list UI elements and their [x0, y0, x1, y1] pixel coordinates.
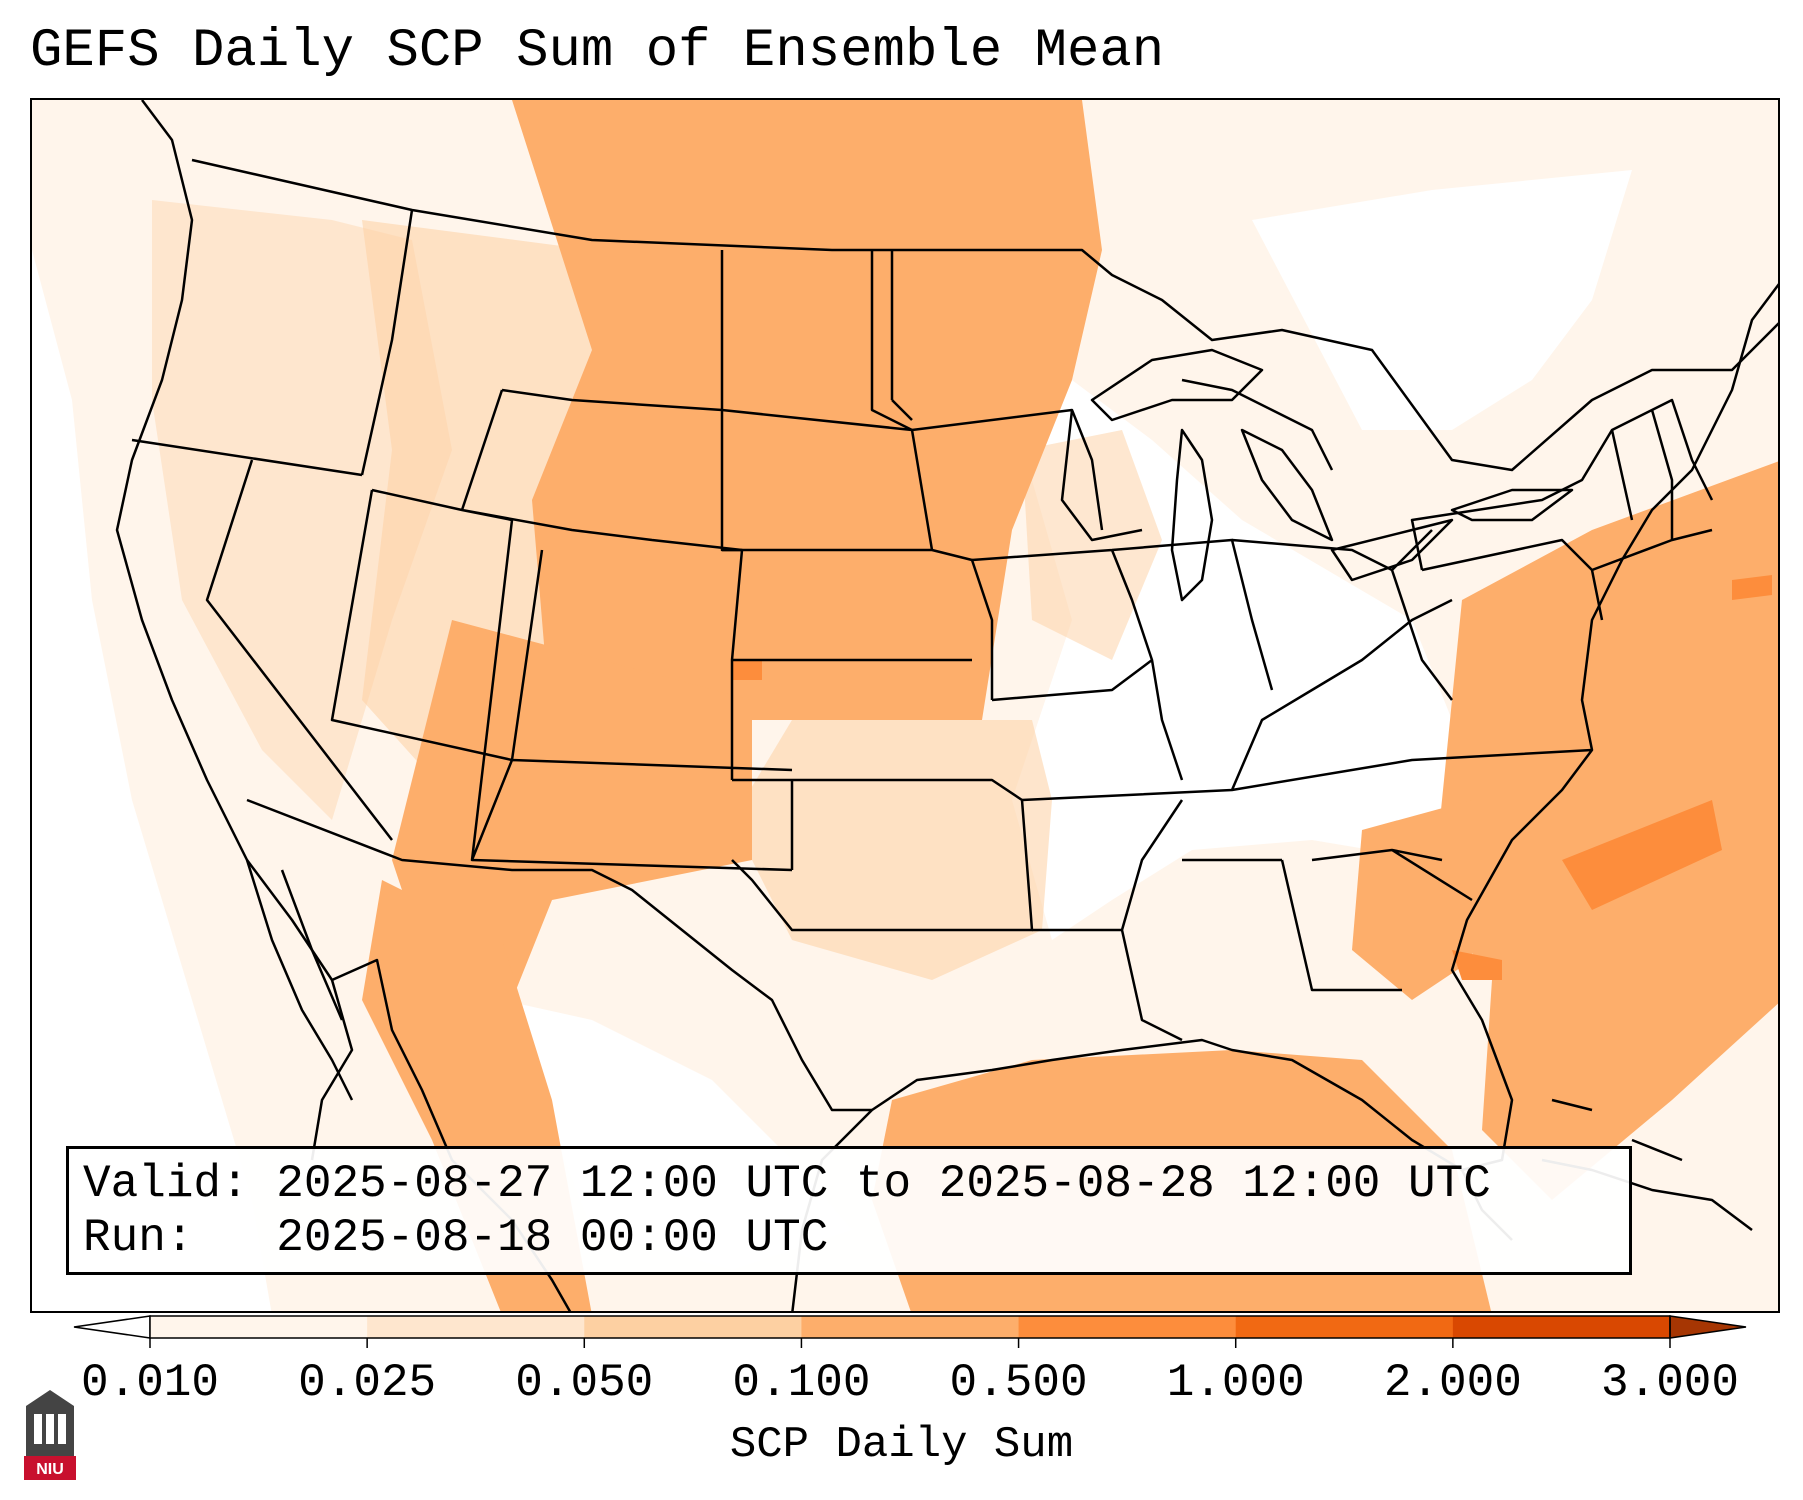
- scp-offshore-max: [1732, 575, 1772, 600]
- map-panel: [30, 98, 1780, 1313]
- colorbar-segment-6: [1452, 1316, 1671, 1338]
- logo-window-right: [58, 1414, 66, 1444]
- colorbar-tick-label-1: 0.025: [298, 1357, 437, 1409]
- baja-coast: [245, 859, 354, 1101]
- logo-window-left: [34, 1414, 42, 1444]
- state-lines-midwest: [891, 378, 1433, 781]
- scp-kansas-max: [732, 660, 762, 680]
- scp-tint-southern-plains: [732, 720, 1052, 980]
- scp-clear-pacific: [32, 250, 272, 1311]
- scp-atlantic-max: [1562, 800, 1722, 910]
- scp-atlantic: [1432, 461, 1778, 1200]
- colorbar-segment-3: [801, 1316, 1020, 1338]
- colorbar-segment-0: [150, 1316, 368, 1338]
- colorbar-tick-label-4: 0.500: [949, 1357, 1088, 1409]
- colorbar-segment-2: [584, 1316, 802, 1338]
- colorbar-tick-label-7: 3.000: [1600, 1357, 1740, 1409]
- colorbar-label: SCP Daily Sum: [729, 1420, 1074, 1470]
- valid-run-info-box: Valid: 2025-08-27 12:00 UTC to 2025-08-2…: [66, 1146, 1632, 1275]
- scp-clear-ontario: [1252, 170, 1632, 430]
- colorbar-over-arrow: [1669, 1315, 1747, 1339]
- colorbar-segment-4: [1018, 1316, 1237, 1338]
- map-title: GEFS Daily SCP Sum of Ensemble Mean: [30, 21, 1165, 82]
- colorbar-segment-5: [1235, 1316, 1454, 1338]
- state-lines-northeast: [1410, 398, 1714, 572]
- colorbar-segments: [73, 1315, 1747, 1348]
- colorbar: [73, 1315, 1747, 1348]
- logo-text: NIU: [36, 1461, 64, 1478]
- state-lines-southeast: [1021, 538, 1604, 1042]
- run-time-line: Run: 2025-08-18 00:00 UTC: [83, 1212, 829, 1264]
- colorbar-tick-label-0: 0.010: [80, 1357, 220, 1409]
- colorbar-tick-label-3: 0.100: [732, 1357, 871, 1409]
- us-canada-border: [191, 158, 1778, 472]
- colorbar-segment-1: [367, 1316, 585, 1338]
- colorbar-tick-label-6: 2.000: [1383, 1357, 1522, 1409]
- scp-map: [32, 100, 1778, 1311]
- logo-window-center: [46, 1414, 54, 1444]
- niu-logo: NIU: [24, 1390, 76, 1480]
- logo-red-band: [24, 1456, 76, 1480]
- scp-shading: [32, 100, 1778, 1311]
- us-mexico-border: [246, 798, 872, 1112]
- colorbar-tick-label-5: 1.000: [1166, 1357, 1305, 1409]
- scp-coastal-max: [1452, 950, 1502, 980]
- valid-time-line: Valid: 2025-08-27 12:00 UTC to 2025-08-2…: [83, 1158, 1491, 1210]
- scp-tint-midwest: [1022, 430, 1162, 660]
- great-lakes: [1090, 348, 1574, 602]
- colorbar-tick-label-2: 0.050: [515, 1357, 654, 1409]
- colorbar-under-arrow: [73, 1315, 151, 1339]
- map-borders: [115, 100, 1778, 1311]
- scp-southwest: [392, 620, 752, 1000]
- colorbar-outline: [149, 1315, 1671, 1339]
